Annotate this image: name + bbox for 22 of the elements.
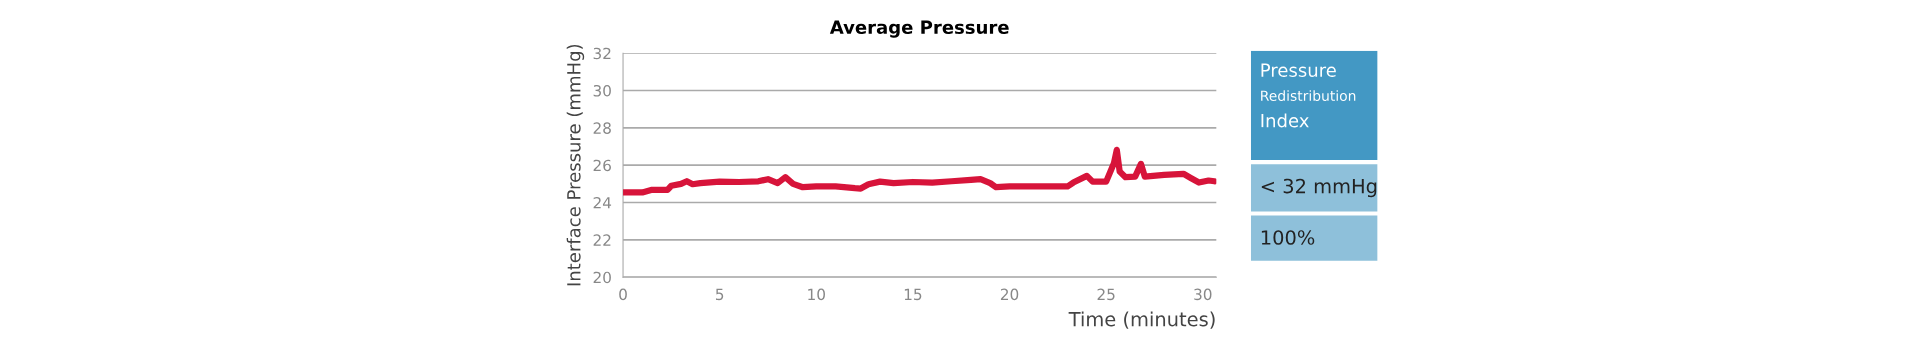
- text: 100%: [1261, 230, 1315, 245]
- y-tick-label: 30: [593, 85, 611, 97]
- y-tick-label: 24: [593, 197, 612, 209]
- text: < 32 mmHg: [1261, 178, 1377, 198]
- text: Redistribution: [1261, 90, 1356, 101]
- text: Pressure: [1261, 63, 1336, 77]
- x-tick-label: 10: [808, 288, 825, 301]
- x-tick-label: 25: [1097, 288, 1115, 301]
- y-tick-label: 26: [593, 159, 611, 172]
- x-tick-label: 0: [619, 288, 627, 301]
- x-axis-title: Time (minutes): [1068, 311, 1215, 329]
- chart-title: Average Pressure: [829, 20, 1009, 38]
- y-axis-title: Interface Pressure (mmHg): [566, 44, 585, 286]
- y-tick-label: 20: [593, 271, 611, 284]
- y-tick-label: 22: [593, 234, 611, 246]
- x-tick-label: 15: [904, 288, 922, 301]
- y-tick-label: 32: [593, 47, 611, 60]
- x-tick-label: 5: [715, 288, 724, 301]
- text: Index: [1261, 113, 1309, 128]
- x-tick-label: 20: [1000, 288, 1019, 301]
- y-tick-label: 28: [593, 122, 611, 134]
- x-tick-label: 30: [1194, 288, 1212, 301]
